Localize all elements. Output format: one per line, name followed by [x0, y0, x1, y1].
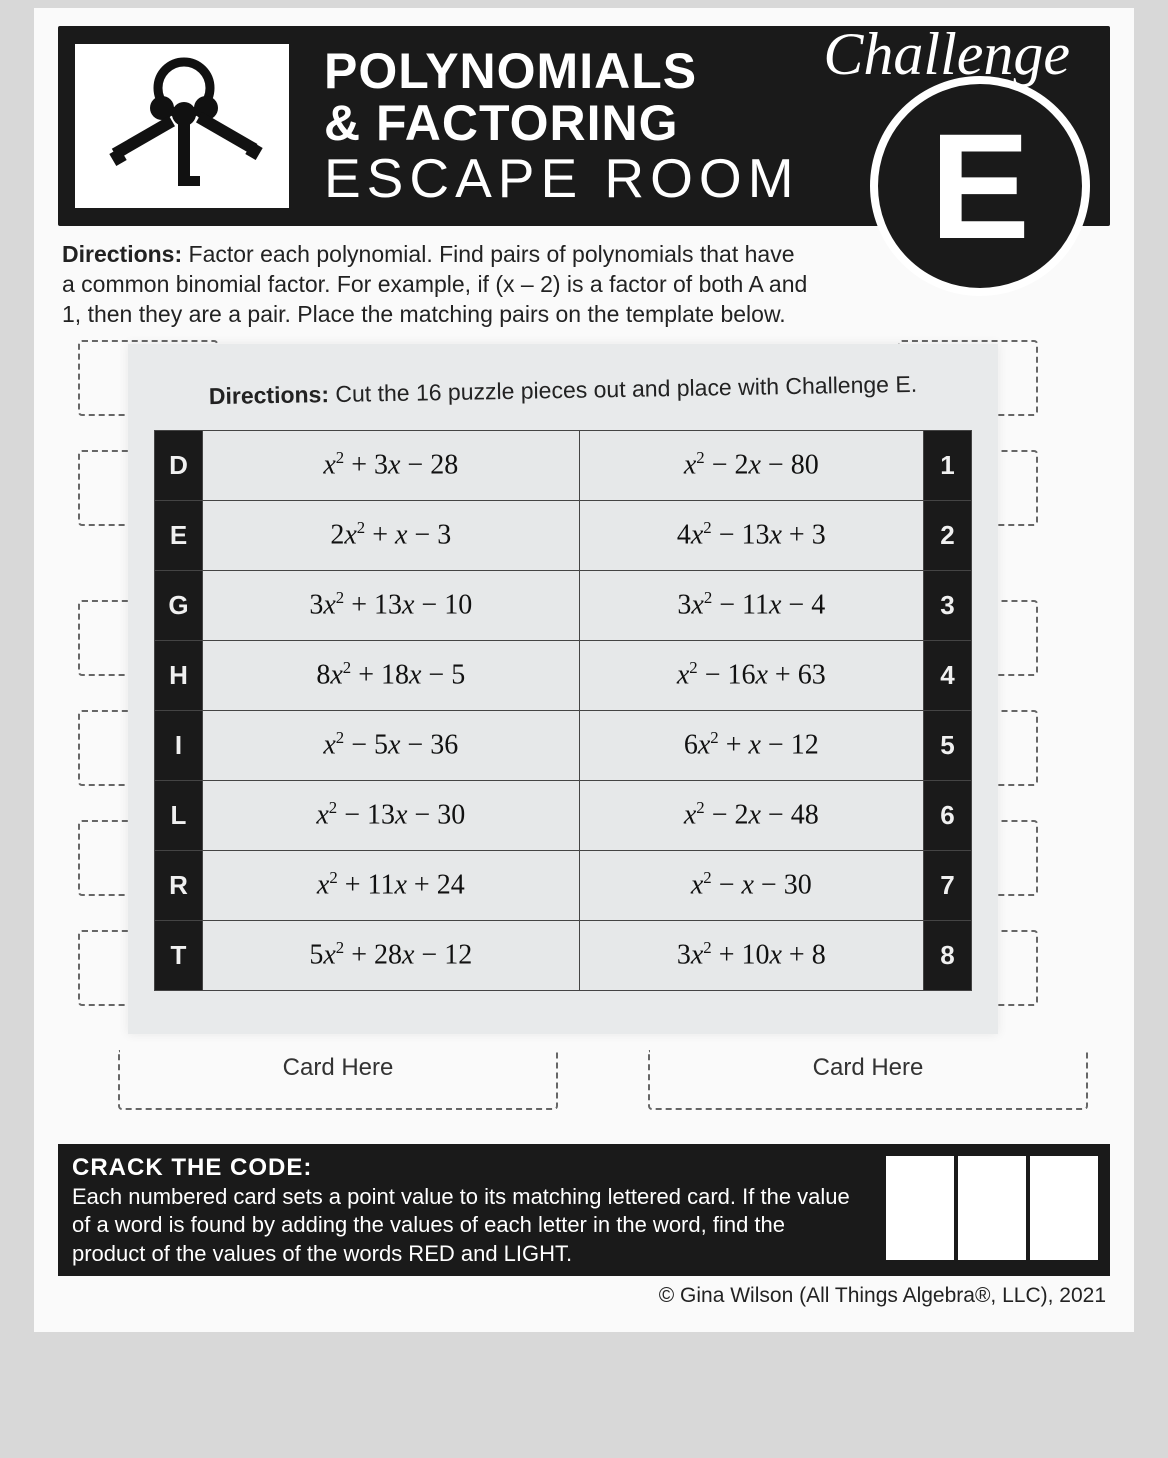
main-directions: Directions: Factor each polynomial. Find… [58, 226, 815, 340]
overlay-directions-text: Cut the 16 puzzle pieces out and place w… [335, 370, 917, 406]
polynomial-cell: 8x2 + 18x − 5 [203, 640, 580, 710]
challenge-letter-circle: E [870, 76, 1090, 296]
crack-body: Each numbered card sets a point value to… [72, 1183, 860, 1269]
crack-the-code-block: CRACK THE CODE: Each numbered card sets … [58, 1144, 1110, 1276]
row-number-label: 5 [924, 710, 972, 780]
row-number-label: 2 [924, 500, 972, 570]
polynomial-cell: 3x2 − 11x − 4 [579, 570, 923, 640]
keys-icon-box [72, 41, 292, 211]
polynomial-cell: 6x2 + x − 12 [579, 710, 923, 780]
table-row: G3x2 + 13x − 103x2 − 11x − 43 [155, 570, 972, 640]
answer-box[interactable] [1028, 1154, 1100, 1262]
row-number-label: 6 [924, 780, 972, 850]
answer-box[interactable] [884, 1154, 956, 1262]
polynomial-cell: x2 − 5x − 36 [203, 710, 580, 780]
row-letter-label: L [155, 780, 203, 850]
row-letter-label: R [155, 850, 203, 920]
card-here-slot: Card Here [118, 1050, 558, 1110]
header-bar: POLYNOMIALS & FACTORING ESCAPE ROOM Chal… [58, 26, 1110, 226]
polynomial-cell: 4x2 − 13x + 3 [579, 500, 923, 570]
challenge-letter: E [930, 100, 1030, 273]
answer-boxes [874, 1144, 1110, 1276]
challenge-word: Challenge [823, 20, 1070, 89]
row-letter-label: E [155, 500, 203, 570]
copyright: © Gina Wilson (All Things Algebra®, LLC)… [58, 1276, 1110, 1332]
row-number-label: 1 [924, 430, 972, 500]
crack-text: CRACK THE CODE: Each numbered card sets … [58, 1144, 874, 1276]
card-here-slot: Card Here [648, 1050, 1088, 1110]
puzzle-table: Dx2 + 3x − 28x2 − 2x − 801E2x2 + x − 34x… [154, 430, 972, 991]
card-here-label: Card Here [283, 1054, 394, 1081]
table-row: E2x2 + x − 34x2 − 13x + 32 [155, 500, 972, 570]
polynomial-cell: x2 − 2x − 48 [579, 780, 923, 850]
table-row: Dx2 + 3x − 28x2 − 2x − 801 [155, 430, 972, 500]
table-row: Lx2 − 13x − 30x2 − 2x − 486 [155, 780, 972, 850]
polynomial-cell: x2 − x − 30 [579, 850, 923, 920]
table-row: Rx2 + 11x + 24x2 − x − 307 [155, 850, 972, 920]
table-row: T5x2 + 28x − 123x2 + 10x + 88 [155, 920, 972, 990]
crack-heading: CRACK THE CODE: [72, 1152, 860, 1183]
puzzle-overlay-card: Directions: Cut the 16 puzzle pieces out… [128, 344, 998, 1034]
table-row: H8x2 + 18x − 5x2 − 16x + 634 [155, 640, 972, 710]
polynomial-cell: 3x2 + 13x − 10 [203, 570, 580, 640]
row-letter-label: T [155, 920, 203, 990]
work-area: Directions: Cut the 16 puzzle pieces out… [58, 340, 1110, 1100]
directions-label: Directions: [62, 241, 182, 267]
row-letter-label: G [155, 570, 203, 640]
overlay-directions-label: Directions: [209, 381, 330, 409]
title-line-2: & FACTORING [324, 97, 800, 150]
card-here-label: Card Here [813, 1054, 924, 1081]
polynomial-cell: x2 + 3x − 28 [203, 430, 580, 500]
polynomial-cell: 2x2 + x − 3 [203, 500, 580, 570]
row-number-label: 7 [924, 850, 972, 920]
table-row: Ix2 − 5x − 366x2 + x − 125 [155, 710, 972, 780]
polynomial-cell: x2 − 2x − 80 [579, 430, 923, 500]
polynomial-cell: x2 + 11x + 24 [203, 850, 580, 920]
overlay-directions: Directions: Cut the 16 puzzle pieces out… [154, 369, 972, 413]
row-letter-label: H [155, 640, 203, 710]
keys-icon [92, 56, 272, 196]
row-number-label: 4 [924, 640, 972, 710]
row-letter-label: I [155, 710, 203, 780]
polynomial-cell: 5x2 + 28x − 12 [203, 920, 580, 990]
row-number-label: 3 [924, 570, 972, 640]
row-letter-label: D [155, 430, 203, 500]
worksheet-page: POLYNOMIALS & FACTORING ESCAPE ROOM Chal… [34, 8, 1134, 1332]
row-number-label: 8 [924, 920, 972, 990]
polynomial-cell: 3x2 + 10x + 8 [579, 920, 923, 990]
answer-box[interactable] [956, 1154, 1028, 1262]
title-line-3: ESCAPE ROOM [324, 150, 800, 208]
polynomial-cell: x2 − 13x − 30 [203, 780, 580, 850]
title-block: POLYNOMIALS & FACTORING ESCAPE ROOM [306, 45, 800, 208]
title-line-1: POLYNOMIALS [324, 45, 800, 98]
polynomial-cell: x2 − 16x + 63 [579, 640, 923, 710]
